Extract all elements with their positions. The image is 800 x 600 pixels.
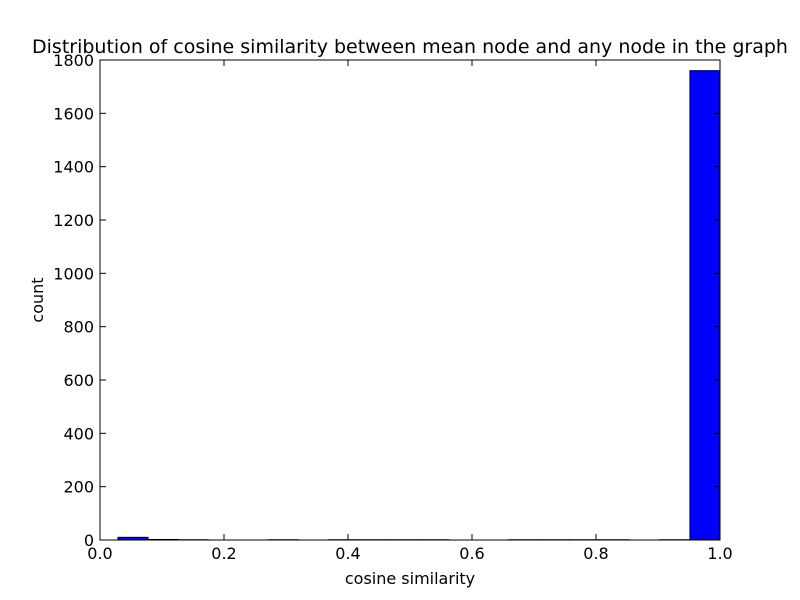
x-tick-label-1: 0.2 xyxy=(211,544,236,563)
y-tick-label-3: 600 xyxy=(63,371,94,390)
x-axis-label: cosine similarity xyxy=(345,569,475,588)
y-tick-label-1: 200 xyxy=(63,478,94,497)
y-axis-label: count xyxy=(28,277,47,322)
y-tick-label-5: 1000 xyxy=(53,264,94,283)
y-tick-label-0: 0 xyxy=(84,531,94,550)
x-tick-label-5: 1.0 xyxy=(707,544,732,563)
y-tick-label-8: 1600 xyxy=(53,104,94,123)
plot-frame xyxy=(99,59,721,541)
y-tick-label-9: 1800 xyxy=(53,51,94,70)
y-tick-label-6: 1200 xyxy=(53,211,94,230)
y-tick-label-2: 400 xyxy=(63,424,94,443)
x-tick-label-3: 0.6 xyxy=(459,544,484,563)
chart-title: Distribution of cosine similarity betwee… xyxy=(32,36,788,58)
bars-group xyxy=(117,70,721,541)
x-tick-label-4: 0.8 xyxy=(583,544,608,563)
y-tick-label-4: 800 xyxy=(63,318,94,337)
ticks-group: 0.0 0.2 0.4 0.6 0.8 1.0 0 200 400 600 800 1000 1200 1… xyxy=(53,51,732,563)
histogram-bar-19 xyxy=(689,70,721,541)
x-tick-label-2: 0.4 xyxy=(335,544,360,563)
x-tick-label-0: 0.0 xyxy=(87,544,112,563)
y-tick-label-7: 1400 xyxy=(53,158,94,177)
